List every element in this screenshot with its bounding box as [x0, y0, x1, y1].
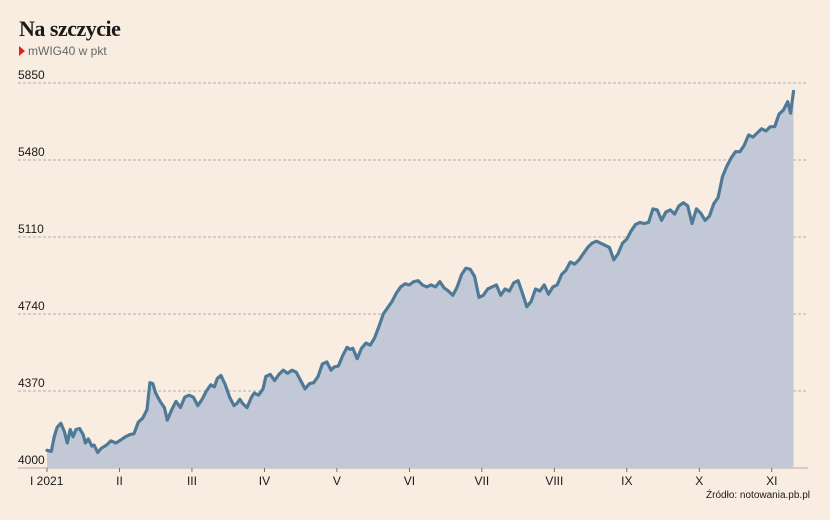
- x-tick-label: VIII: [545, 474, 563, 488]
- x-tick-label: XI: [766, 474, 777, 488]
- x-tick-label: IX: [621, 474, 632, 488]
- x-tick-label: V: [333, 474, 341, 488]
- source-note: Źródło: notowania.pb.pl: [706, 490, 810, 501]
- y-tick-label: 5110: [18, 222, 44, 236]
- x-tick-label: III: [187, 474, 197, 488]
- x-tick-label: VI: [404, 474, 415, 488]
- series-line: [45, 89, 796, 454]
- y-tick-label: 4740: [18, 299, 45, 313]
- series-area: [47, 91, 794, 469]
- x-tick-label: IV: [259, 474, 270, 488]
- area-layer: [47, 91, 794, 469]
- y-tick-label: 4000: [18, 453, 45, 467]
- line-layer: [45, 89, 796, 454]
- subtitle-label: mWIG40 w pkt: [28, 44, 107, 58]
- x-tick-label: X: [695, 474, 703, 488]
- y-tick-label: 5480: [18, 145, 45, 159]
- x-tick-label: VII: [475, 474, 490, 488]
- x-axis-ticks: I 2021 II III IV V VI VII VIII IX X XI: [30, 468, 777, 488]
- chart-subtitle: mWIG40 w pkt: [19, 44, 107, 58]
- x-tick-label: I 2021: [30, 474, 64, 488]
- y-axis-ticks: 4000 4370 4740 5110 5480 5850: [18, 68, 45, 467]
- y-tick-label: 5850: [18, 68, 45, 82]
- chart-title: Na szczycie: [19, 16, 121, 41]
- red-triangle-icon: [19, 46, 25, 56]
- x-tick-label: II: [116, 474, 123, 488]
- y-tick-label: 4370: [18, 376, 45, 390]
